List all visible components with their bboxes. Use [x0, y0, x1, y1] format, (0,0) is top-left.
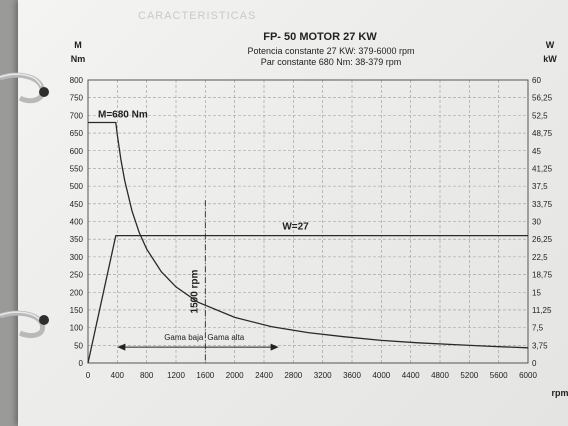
range-arrow-head-right: [270, 343, 279, 351]
punch-hole-bottom: [39, 315, 49, 325]
y-left-tick-label: 600: [70, 147, 84, 156]
y-right-tick-label: 37,5: [532, 182, 548, 191]
plot-frame: [87, 79, 529, 364]
y-left-tick-label: 150: [70, 306, 84, 315]
y-left-tick-label: 100: [70, 324, 84, 333]
tick-labels: 0 400 800 1200 1600 2000 2400 2800 3200 3600 4000 4…: [70, 76, 553, 380]
torque-series-label: M=680 Nm: [98, 109, 148, 120]
paper-sheet: CARACTERISTICAS: [18, 0, 568, 426]
range-high-label: Gama alta: [207, 333, 244, 342]
series-layer: M=680 Nm W=27: [87, 109, 529, 364]
x-tick-label: 800: [140, 371, 154, 380]
x-tick-label: 3200: [314, 371, 332, 380]
power-curve: [87, 234, 528, 364]
y-right-tick-label: 18,75: [532, 271, 553, 280]
y-left-tick-label: 300: [70, 253, 84, 262]
annotation-layer: 1500 rpm Gama baja Gama alta: [117, 200, 279, 363]
y-left-tick-label: 0: [79, 359, 84, 368]
punch-hole-top: [39, 87, 49, 97]
x-tick-label: 6000: [519, 371, 537, 380]
y-left-tick-label: 500: [70, 182, 84, 191]
y-left-tick-label: 400: [70, 218, 84, 227]
x-tick-label: 4000: [372, 371, 390, 380]
y-right-tick-label: 15: [532, 288, 541, 297]
y-right-tick-label: 41,25: [532, 164, 553, 173]
y-right-label-unit: kW: [543, 54, 557, 64]
y-right-tick-label: 60: [532, 76, 541, 85]
y-right-tick-label: 22,5: [532, 253, 548, 262]
y-left-tick-label: 350: [70, 235, 84, 244]
y-right-tick-label: 52,5: [532, 111, 548, 120]
bleed-through-text: CARACTERISTICAS: [138, 10, 257, 22]
y-left-tick-label: 250: [70, 271, 84, 280]
y-right-tick-label: 0: [532, 359, 537, 368]
torque-curve: [88, 121, 529, 349]
y-left-tick-label: 200: [70, 288, 84, 297]
y-left-tick-label: 450: [70, 200, 84, 209]
y-right-tick-label: 33,75: [532, 200, 553, 209]
chart-grid: [88, 80, 528, 363]
x-tick-label: 2800: [284, 371, 302, 380]
x-tick-label: 5200: [460, 371, 478, 380]
y-left-tick-label: 550: [70, 164, 84, 173]
y-right-tick-label: 11,25: [532, 306, 552, 315]
x-tick-label: 3600: [343, 371, 361, 380]
binder-ring-top-highlight: [0, 73, 42, 87]
binder-rings: [0, 72, 49, 339]
x-tick-label: 0: [86, 371, 91, 380]
y-right-tick-label: 56,25: [532, 94, 553, 103]
y-right-tick-label: 7,5: [532, 324, 544, 333]
y-right-tick-label: 26,25: [532, 235, 553, 244]
y-left-tick-label: 700: [70, 111, 84, 120]
y-right-tick-label: 30: [532, 218, 541, 227]
power-series-label: W=27: [282, 222, 309, 233]
x-axis-label: rpm: [551, 388, 568, 398]
x-tick-label: 1200: [167, 371, 185, 380]
chart-subtitle-2: Par constante 680 Nm: 38-379 rpm: [261, 57, 402, 67]
x-tick-label: 4400: [402, 371, 420, 380]
range-arrow-head-left: [117, 343, 126, 351]
x-tick-label: 2400: [255, 371, 273, 380]
y-right-tick-label: 45: [532, 147, 541, 156]
x-tick-label: 5600: [490, 371, 508, 380]
range-low-label: Gama baja: [164, 333, 204, 342]
chart-subtitle-1: Potencia constante 27 KW: 379-6000 rpm: [248, 46, 415, 56]
chart-title: FP- 50 MOTOR 27 KW: [263, 31, 377, 43]
y-right-tick-label: 3,75: [532, 341, 548, 350]
y-left-tick-label: 650: [70, 129, 84, 138]
x-tick-label: 4800: [431, 371, 449, 380]
y-right-tick-label: 48,75: [532, 129, 553, 138]
y-left-tick-label: 800: [70, 76, 84, 85]
x-tick-label: 400: [111, 371, 125, 380]
y-left-tick-label: 50: [74, 341, 83, 350]
y-left-tick-label: 750: [70, 94, 84, 103]
y-right-label-symbol: W: [546, 40, 555, 50]
y-left-label-unit: Nm: [71, 54, 86, 64]
x-tick-label: 2000: [226, 371, 244, 380]
y-left-label-symbol: M: [74, 40, 82, 50]
x-tick-label: 1600: [196, 371, 214, 380]
speed-marker-label: 1500 rpm: [189, 269, 200, 313]
